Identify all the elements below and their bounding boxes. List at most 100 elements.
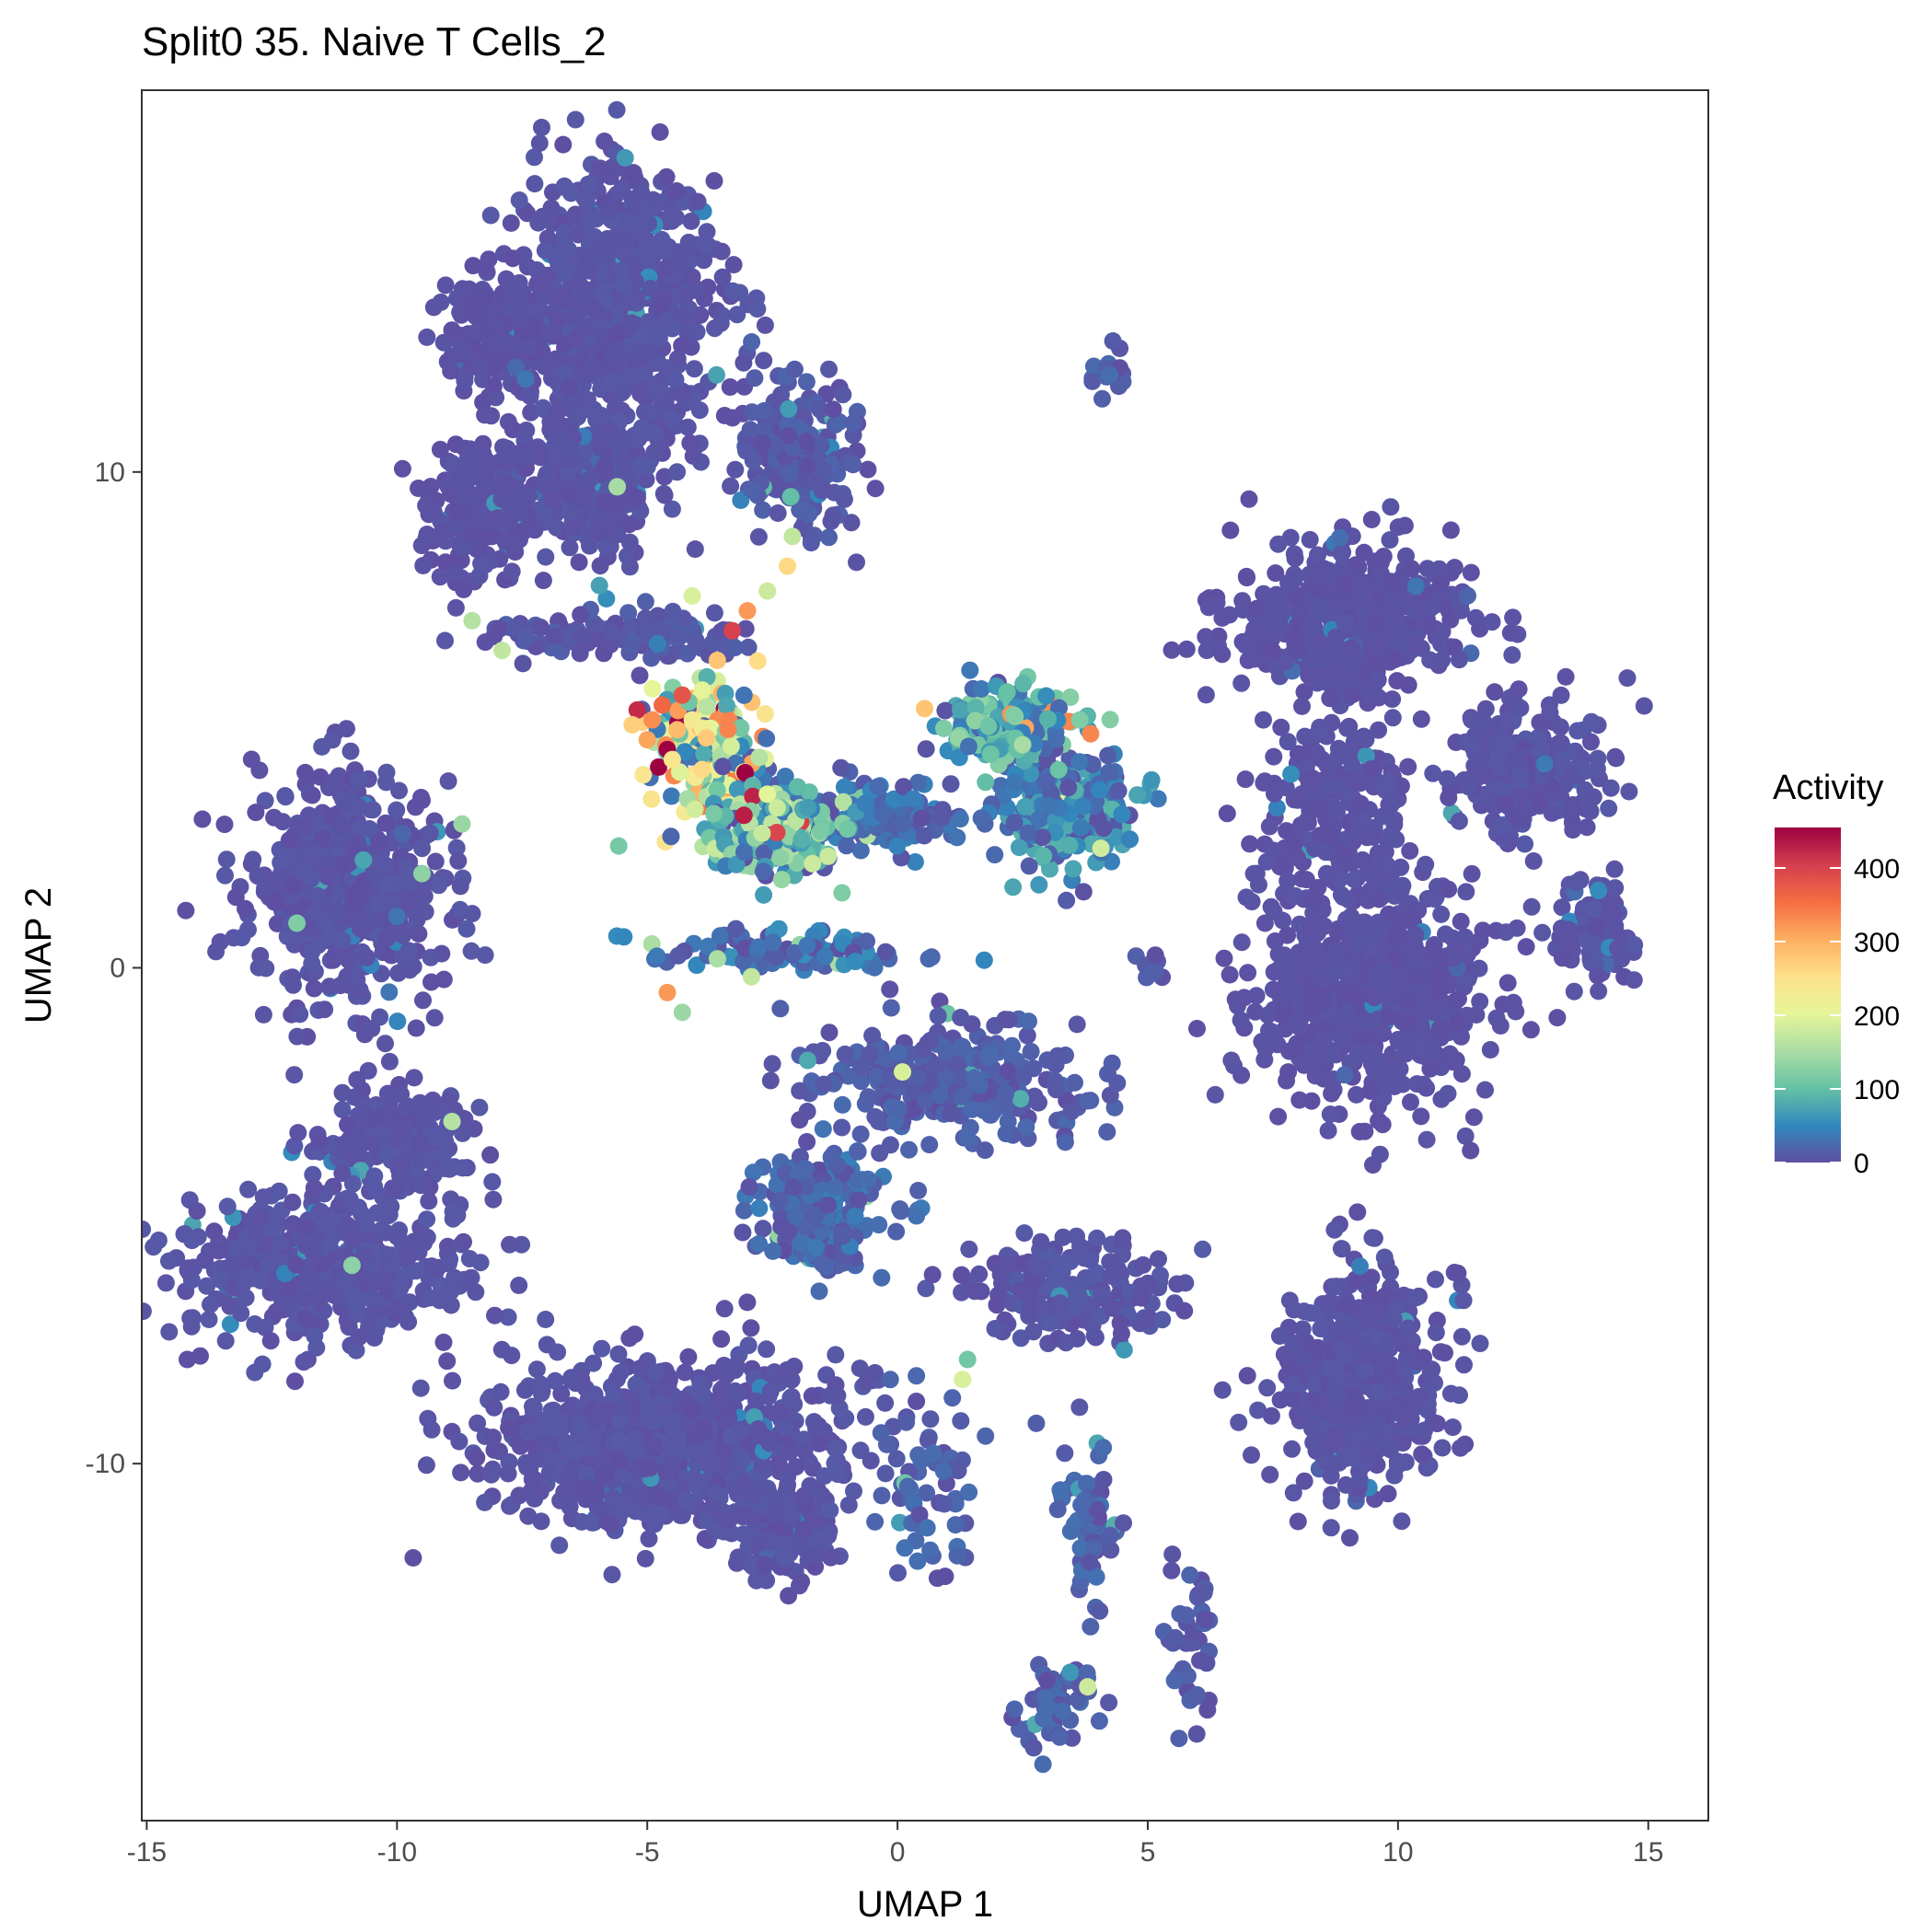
data-point <box>1114 1229 1132 1247</box>
data-point <box>540 1449 559 1467</box>
data-point <box>237 899 254 918</box>
data-point <box>302 870 320 888</box>
data-point <box>584 1354 603 1372</box>
data-point <box>713 307 732 325</box>
data-point <box>846 1207 864 1225</box>
data-point <box>735 1201 753 1220</box>
data-point <box>526 175 544 193</box>
data-point <box>682 1402 700 1420</box>
data-point <box>350 769 368 788</box>
data-point <box>873 1268 891 1287</box>
data-point <box>754 1220 772 1238</box>
data-point <box>705 172 723 190</box>
data-point <box>313 737 331 756</box>
data-point <box>882 999 900 1017</box>
data-point <box>310 1202 329 1221</box>
data-point <box>216 866 234 885</box>
data-point <box>443 455 461 473</box>
data-point <box>729 1384 746 1403</box>
data-point <box>815 1075 833 1093</box>
data-point <box>532 1512 550 1531</box>
data-point <box>469 1414 487 1432</box>
data-point <box>871 1144 889 1163</box>
data-point <box>388 908 406 926</box>
data-point <box>750 1199 769 1218</box>
data-point <box>480 330 499 349</box>
data-point <box>404 1549 422 1567</box>
data-point <box>776 1368 793 1386</box>
data-point <box>889 1100 908 1118</box>
data-point <box>591 438 609 457</box>
data-point <box>876 1394 895 1412</box>
data-point <box>579 1480 596 1498</box>
data-point <box>670 628 688 646</box>
data-point <box>743 480 761 499</box>
data-point <box>836 1045 854 1063</box>
data-point <box>1015 1224 1034 1243</box>
data-point <box>876 1464 895 1483</box>
data-point <box>182 1317 201 1336</box>
data-point <box>289 1124 307 1142</box>
data-point <box>579 175 597 193</box>
data-point <box>205 1222 224 1241</box>
data-point <box>798 1133 816 1151</box>
data-point <box>822 512 840 530</box>
data-point <box>822 1148 840 1166</box>
data-point <box>863 1026 882 1045</box>
data-point <box>460 467 479 485</box>
data-point <box>859 1088 877 1106</box>
data-point <box>921 1032 940 1049</box>
data-point <box>596 518 615 537</box>
data-point <box>712 1330 731 1348</box>
data-point <box>527 1360 546 1379</box>
data-point <box>357 1246 376 1265</box>
data-point <box>455 1232 472 1251</box>
data-point <box>160 1323 179 1341</box>
data-point <box>1101 1253 1119 1271</box>
data-point <box>256 879 274 897</box>
data-point <box>909 1182 928 1199</box>
data-point <box>683 268 701 286</box>
data-point <box>695 289 713 307</box>
data-point <box>862 1452 880 1470</box>
data-point <box>844 414 862 433</box>
data-point <box>750 1234 769 1253</box>
data-point <box>303 954 321 973</box>
data-point <box>546 627 564 645</box>
data-point <box>657 1463 676 1481</box>
data-point <box>323 773 341 792</box>
data-point <box>531 1483 550 1501</box>
data-point <box>310 1132 329 1151</box>
data-point <box>232 1304 250 1323</box>
data-point <box>284 976 302 994</box>
data-point <box>405 1069 423 1087</box>
data-point <box>1255 711 1272 729</box>
data-point <box>814 1042 832 1059</box>
data-point <box>462 942 480 960</box>
data-point <box>738 1293 757 1312</box>
data-point <box>667 182 686 200</box>
data-point <box>791 1082 809 1100</box>
data-point <box>485 1440 503 1459</box>
data-point <box>820 1024 839 1042</box>
data-point <box>1068 1227 1085 1245</box>
data-point <box>541 323 560 341</box>
data-point <box>587 210 606 228</box>
data-point <box>217 850 236 869</box>
data-point <box>504 335 523 353</box>
data-point <box>620 293 639 311</box>
data-point <box>339 1116 357 1134</box>
data-point <box>597 590 616 607</box>
data-point <box>770 1192 789 1210</box>
data-point <box>834 386 852 404</box>
data-point <box>517 629 536 647</box>
data-point <box>781 1440 800 1458</box>
data-point <box>572 1416 590 1434</box>
data-point <box>570 273 587 292</box>
data-point <box>284 876 302 895</box>
data-point <box>350 798 367 816</box>
data-point <box>702 1499 721 1517</box>
data-point <box>743 1486 761 1503</box>
data-point <box>421 824 439 842</box>
data-point <box>654 397 673 415</box>
